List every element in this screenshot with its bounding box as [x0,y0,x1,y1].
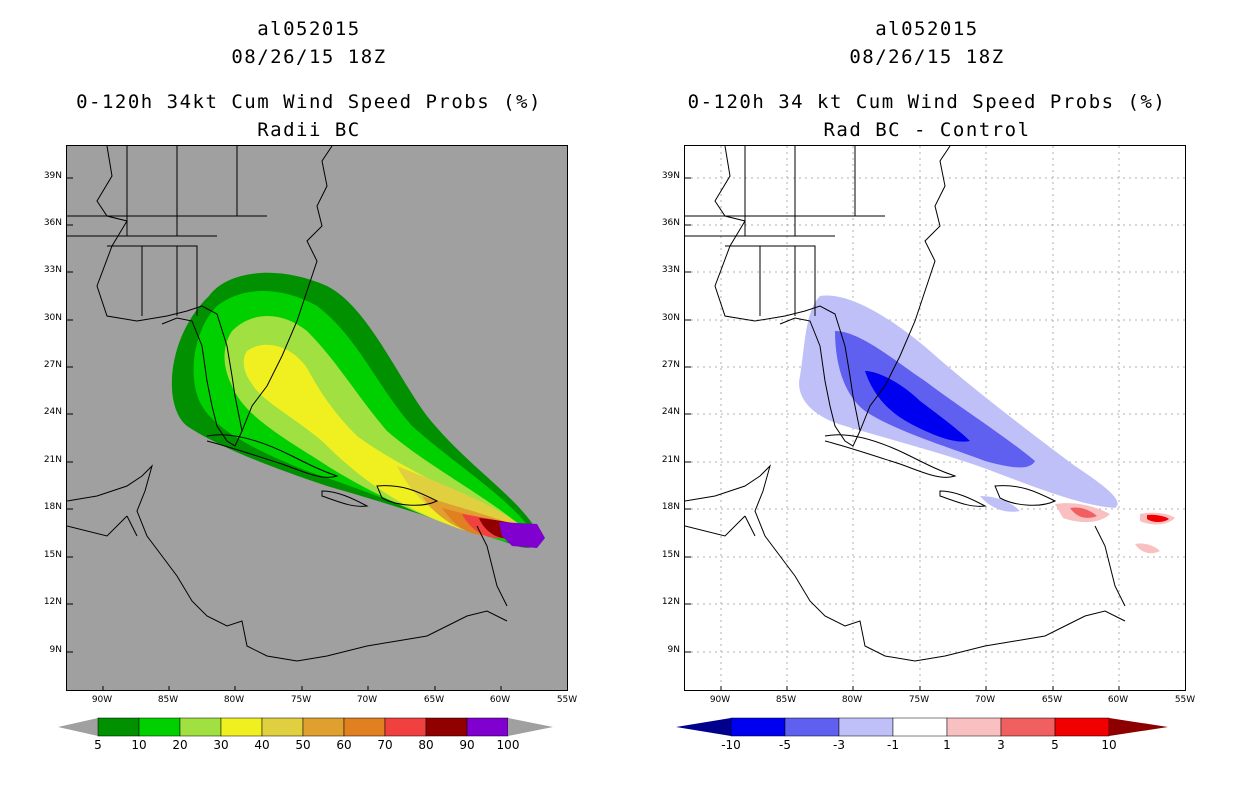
cb-label: 5 [94,738,102,752]
product-title: 0-120h 34 kt Cum Wind Speed Probs (%) [687,91,1167,113]
cb-swatch [466,717,509,737]
right-panel: al052015 08/26/15 18Z 0-120h 34 kt Cum W… [618,0,1236,800]
cb-label: -5 [779,738,791,752]
cb-swatch [838,717,894,737]
cb-label: -10 [721,738,741,752]
lat-label: 18N [661,502,680,512]
cb-swatch [892,717,948,737]
difference-colorbar [676,717,1168,737]
storm-id: al052015 [257,18,361,40]
lon-label: 85W [157,695,179,705]
cb-label: -1 [887,738,899,752]
cb-label: 10 [1101,738,1117,752]
subtitle: Radii BC [257,119,361,141]
cb-label: 80 [418,738,434,752]
cb-swatch [730,717,786,737]
cb-label: 50 [295,738,311,752]
lon-label: 55W [556,695,578,705]
lon-label: 90W [91,695,113,705]
storm-id: al052015 [875,18,979,40]
lon-label: 65W [1041,695,1063,705]
lat-label: 39N [43,171,62,181]
lat-label: 24N [43,407,62,417]
left-panel: al052015 08/26/15 18Z 0-120h 34kt Cum Wi… [43,18,578,752]
cb-left-arrow [58,718,98,736]
cb-swatch [97,717,140,737]
probability-map-svg [67,146,567,690]
lon-label: 60W [489,695,511,705]
difference-map [684,145,1186,691]
lon-label: 85W [775,695,797,705]
lon-label: 80W [841,695,863,705]
lat-label: 21N [661,455,680,465]
cb-swatch [1054,717,1110,737]
lon-label: 75W [290,695,312,705]
lon-label: 60W [1107,695,1129,705]
probability-colorbar [58,717,553,737]
lat-label: 21N [43,455,62,465]
cb-label: 60 [336,738,352,752]
cb-label: -3 [833,738,845,752]
lat-label: 30N [661,313,680,323]
cb-label: 10 [131,738,147,752]
cb-left-arrow [676,718,731,736]
cb-swatch [220,717,263,737]
lat-label: 30N [43,313,62,323]
lon-label: 70W [974,695,996,705]
lat-label: 36N [43,218,62,228]
cb-label: 100 [496,738,520,752]
cb-right-arrow [508,718,553,736]
date-time: 08/26/15 18Z [849,46,1005,68]
cb-label: 3 [997,738,1005,752]
cb-swatch [302,717,345,737]
cb-swatch [384,717,427,737]
lon-label: 75W [908,695,930,705]
cb-label: 20 [172,738,188,752]
lat-label: 18N [43,502,62,512]
cb-swatch [261,717,304,737]
cb-swatch [946,717,1002,737]
lon-label: 70W [356,695,378,705]
subtitle: Rad BC - Control [823,119,1031,141]
cb-label: 5 [1051,738,1059,752]
lon-label: 65W [423,695,445,705]
lat-label: 15N [661,550,680,560]
product-title: 0-120h 34kt Cum Wind Speed Probs (%) [76,91,542,113]
cb-label: 70 [377,738,393,752]
cb-swatch [425,717,468,737]
cb-swatch [179,717,222,737]
lat-label: 36N [661,218,680,228]
lon-label: 55W [1174,695,1196,705]
lat-label: 27N [661,360,680,370]
lat-label: 9N [49,645,62,655]
cb-label: 90 [459,738,475,752]
lat-label: 33N [661,265,680,275]
cb-swatch [1000,717,1056,737]
lat-label: 27N [43,360,62,370]
lat-label: 12N [661,597,680,607]
lat-label: 9N [667,645,680,655]
lon-label: 90W [709,695,731,705]
cb-swatch [343,717,386,737]
lat-label: 24N [661,407,680,417]
date-time: 08/26/15 18Z [231,46,387,68]
lat-label: 39N [661,171,680,181]
lon-label: 80W [223,695,245,705]
lat-label: 15N [43,550,62,560]
cb-swatch [784,717,840,737]
cb-right-arrow [1109,718,1168,736]
lat-label: 12N [43,597,62,607]
cb-label: 30 [213,738,229,752]
lat-label: 33N [43,265,62,275]
cb-label: 40 [254,738,270,752]
difference-map-svg [685,146,1185,690]
cb-swatch [138,717,181,737]
probability-map [66,145,568,691]
cb-label: 1 [943,738,951,752]
